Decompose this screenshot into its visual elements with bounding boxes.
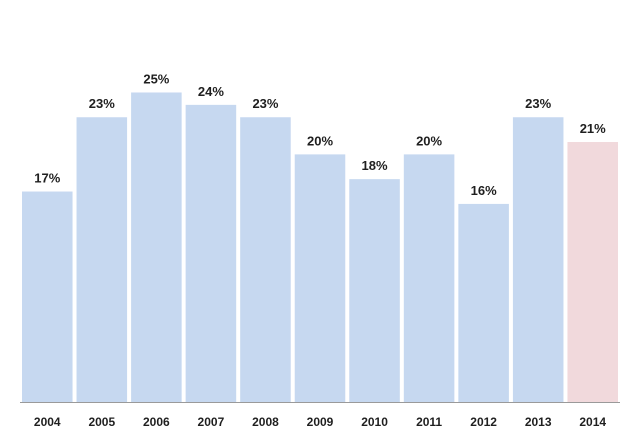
- value-label-2004: 17%: [34, 171, 60, 186]
- x-tick-label-2009: 2009: [307, 415, 334, 429]
- x-tick-label-2010: 2010: [361, 415, 388, 429]
- x-tick-labels-group: 2004 2005 2006 2007 2008 2009 2010 2011 2012 2013…: [34, 415, 606, 429]
- x-tick-label-2008: 2008: [252, 415, 279, 429]
- bar-2013: [512, 117, 564, 402]
- value-label-2012: 16%: [471, 183, 497, 198]
- bars-group: [22, 92, 618, 402]
- value-label-2006: 25%: [143, 71, 169, 86]
- value-label-2007: 24%: [198, 84, 224, 99]
- x-tick-label-2011: 2011: [416, 415, 442, 429]
- x-tick-label-2005: 2005: [88, 415, 115, 429]
- bar-2014: [567, 142, 618, 402]
- x-tick-label-2014: 2014: [579, 415, 606, 429]
- value-label-2008: 23%: [252, 96, 278, 111]
- value-label-2009: 20%: [307, 133, 333, 148]
- bar-2012: [458, 203, 509, 402]
- value-label-2011: 20%: [416, 133, 442, 148]
- value-labels-group: 17% 23% 25% 24% 23% 20% 18% 20% 16% 23% 21%: [34, 71, 606, 197]
- bar-2011: [403, 154, 455, 402]
- bar-2006: [131, 92, 182, 402]
- bar-2004: [22, 191, 73, 402]
- bar-2010: [349, 179, 400, 402]
- value-label-2010: 18%: [362, 158, 388, 173]
- bar-2007: [185, 104, 237, 402]
- x-tick-label-2004: 2004: [34, 415, 61, 429]
- bar-2009: [294, 154, 346, 402]
- bar-2005: [76, 117, 128, 402]
- value-label-2005: 23%: [89, 96, 115, 111]
- x-tick-label-2013: 2013: [525, 415, 552, 429]
- value-label-2014: 21%: [580, 121, 606, 136]
- bar-2008: [240, 117, 291, 402]
- x-tick-label-2007: 2007: [198, 415, 225, 429]
- x-tick-label-2006: 2006: [143, 415, 170, 429]
- x-tick-label-2012: 2012: [470, 415, 497, 429]
- value-label-2013: 23%: [525, 96, 551, 111]
